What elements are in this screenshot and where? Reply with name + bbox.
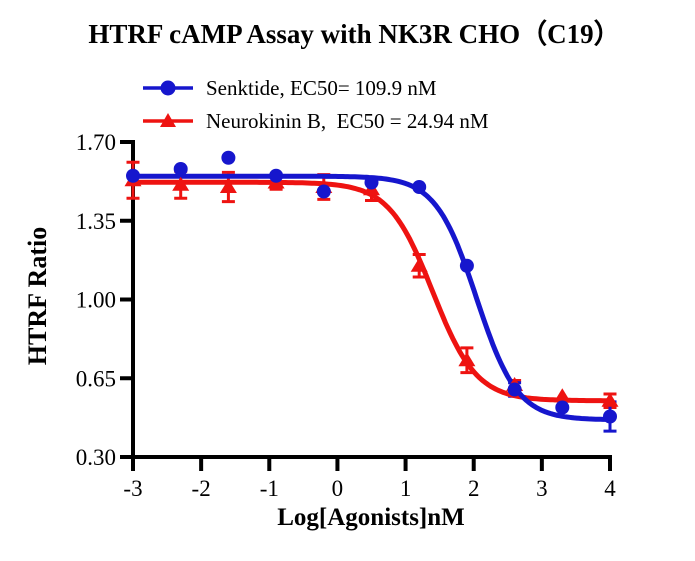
data-point bbox=[555, 400, 570, 415]
legend: Senktide, EC50= 109.9 nM Neurokinin B, E… bbox=[143, 75, 489, 141]
chart-title: HTRF cAMP Assay with NK3R CHO（C19） bbox=[88, 19, 621, 49]
y-tick-label: 0.30 bbox=[76, 445, 116, 470]
y-axis-title: HTRF Ratio bbox=[23, 226, 52, 366]
data-point bbox=[316, 184, 331, 199]
data-point bbox=[221, 150, 236, 165]
x-tick-label: 0 bbox=[332, 476, 344, 501]
data-point bbox=[412, 180, 427, 194]
data-point bbox=[553, 388, 571, 403]
legend-row-neurokinin-b: Neurokinin B, EC50 = 24.94 nM bbox=[143, 108, 489, 134]
x-axis-title: Log[Agonists]nM bbox=[277, 504, 465, 531]
x-axis-ticks: -3 -2 -1 0 1 2 3 4 bbox=[123, 459, 616, 501]
data-point bbox=[603, 409, 617, 424]
x-tick-label: 1 bbox=[400, 476, 412, 501]
fit-curve-senktide bbox=[130, 173, 613, 422]
data-points-neurokinin-b bbox=[124, 172, 619, 407]
error-bars-neurokinin-b bbox=[126, 160, 617, 409]
data-points-senktide bbox=[126, 150, 617, 424]
fit-curve-neurokinin-b bbox=[130, 179, 613, 404]
y-tick-label: 0.65 bbox=[76, 366, 116, 391]
data-point bbox=[269, 168, 284, 183]
data-point bbox=[458, 352, 476, 367]
x-tick-label: 4 bbox=[604, 476, 616, 501]
data-point bbox=[364, 175, 379, 190]
x-tick-label: 2 bbox=[468, 476, 480, 501]
circle-marker-icon bbox=[143, 80, 193, 96]
y-tick-label: 1.00 bbox=[76, 288, 116, 313]
data-point bbox=[173, 162, 188, 176]
triangle-marker-icon bbox=[143, 113, 193, 127]
x-tick-label: -1 bbox=[260, 476, 279, 501]
legend-label-neurokinin-b: Neurokinin B, EC50 = 24.94 nM bbox=[206, 108, 489, 133]
data-point bbox=[219, 179, 237, 193]
data-point bbox=[459, 258, 474, 273]
data-point bbox=[410, 257, 428, 272]
x-tick-label: -2 bbox=[192, 476, 211, 501]
data-point bbox=[172, 176, 190, 191]
y-tick-label: 1.35 bbox=[76, 209, 116, 234]
y-tick-label: 1.70 bbox=[76, 130, 116, 155]
x-tick-label: 3 bbox=[536, 476, 548, 501]
legend-label-senktide: Senktide, EC50= 109.9 nM bbox=[206, 75, 437, 100]
data-point bbox=[601, 392, 619, 407]
legend-row-senktide: Senktide, EC50= 109.9 nM bbox=[143, 75, 489, 101]
y-axis-ticks: 0.30 0.65 1.00 1.35 1.70 bbox=[76, 130, 131, 470]
data-point bbox=[507, 382, 522, 397]
data-point bbox=[126, 168, 140, 183]
x-tick-label: -3 bbox=[123, 476, 142, 501]
